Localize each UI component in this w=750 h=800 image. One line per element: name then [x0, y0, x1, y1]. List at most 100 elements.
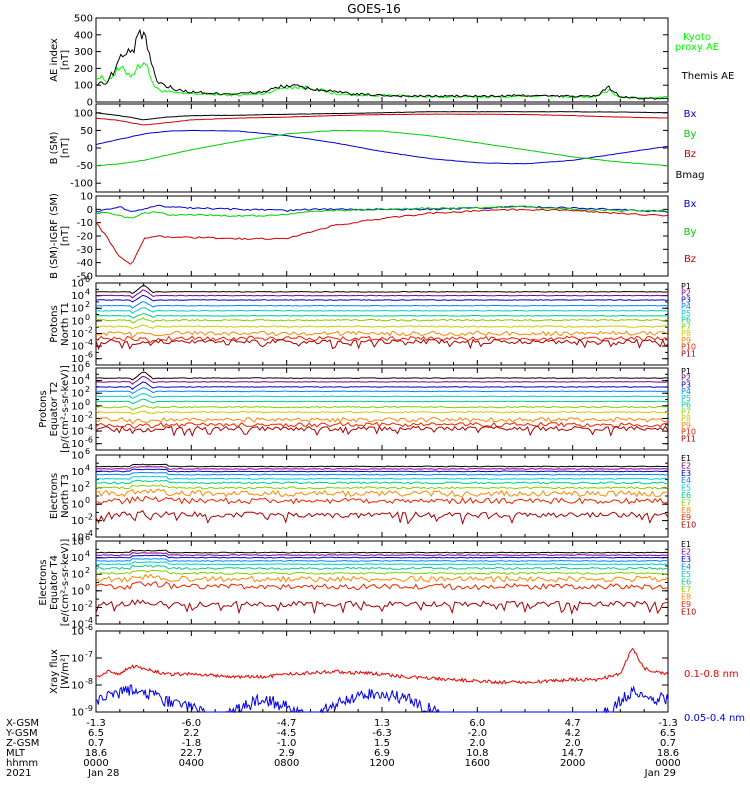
footer-value: 2.0 [565, 738, 581, 749]
y-tick-exponent: 4 [85, 288, 90, 297]
y-tick-label: 10 [71, 316, 84, 327]
y-tick-label: 100 [74, 81, 93, 92]
panel-4-frame [95, 367, 669, 451]
y-axis-label: Electrons [38, 559, 49, 605]
series-line-e9 [95, 495, 669, 505]
legend-xray-long: 0.1-0.8 nm [684, 669, 739, 680]
y-axis-label: North T3 [60, 474, 71, 518]
legend-p2: P2 [681, 289, 691, 298]
series-line-by [95, 205, 669, 219]
series-line-e5 [95, 475, 669, 480]
footer-value: 0400 [179, 758, 204, 769]
y-tick-exponent: 2 [85, 566, 90, 575]
legend-b-sm-by: By [684, 129, 697, 140]
y-tick-label: 10 [71, 500, 84, 511]
y-tick-label: 400 [74, 30, 93, 41]
footer-row-label: X-GSM [6, 718, 39, 729]
series-line-e9 [95, 581, 669, 591]
series-line-p11 [95, 425, 669, 437]
y-tick-label: 10 [71, 414, 84, 425]
y-axis-label: North T1 [60, 302, 71, 346]
y-tick-exponent: -8 [85, 677, 93, 686]
footer-value: -4.5 [277, 728, 297, 739]
y-tick-exponent: -4 [85, 529, 93, 538]
footer-row-label: Z-GSM [6, 738, 39, 749]
y-tick-label: 100 [74, 108, 93, 119]
y-tick-exponent: -2 [85, 599, 93, 608]
y-tick-exponent: 0 [85, 313, 90, 322]
footer-value: 2.2 [183, 728, 199, 739]
y-axis-label: [nT] [60, 138, 71, 158]
footer-value: 0000 [83, 758, 108, 769]
y-tick-label: 10 [71, 376, 84, 387]
y-tick-label: 10 [71, 516, 84, 527]
y-tick-label: 10 [71, 467, 84, 478]
legend-e7: E7 [681, 498, 691, 507]
y-axis-label: [W/m²] [60, 654, 71, 689]
series-line-bz [95, 113, 669, 126]
y-tick-exponent: -6 [85, 436, 93, 445]
y-tick-exponent: 6 [85, 533, 90, 542]
footer-row-label: Y-GSM [5, 728, 38, 739]
legend-p9: P9 [681, 336, 691, 345]
series-line-e1 [95, 463, 669, 468]
y-tick-label: 500 [74, 14, 93, 25]
y-axis-label: Equator T4 [49, 555, 60, 610]
y-tick-label: 10 [71, 451, 84, 462]
y-tick-label: 10 [71, 627, 84, 638]
legend-p1: P1 [681, 367, 691, 376]
y-tick-label: 10 [71, 537, 84, 548]
panel-7-frame [95, 630, 669, 713]
y-tick-label: 50 [80, 126, 93, 137]
footer-value: 6.5 [660, 728, 676, 739]
y-tick-exponent: -2 [85, 410, 93, 419]
legend-e2: E2 [681, 461, 691, 470]
footer-value: 2.0 [469, 738, 485, 749]
y-tick-label: 10 [71, 586, 84, 597]
legend-p7: P7 [681, 322, 691, 331]
legend-p2: P2 [681, 374, 691, 383]
footer-value: 1200 [369, 758, 394, 769]
y-axis-label: [p/(cm²-s-sr-keV)] [60, 365, 71, 453]
y-tick-label: 10 [71, 483, 84, 494]
y-tick-exponent: -9 [85, 704, 93, 713]
legend-xray-short: 0.05-0.4 nm [684, 713, 745, 724]
legend-p7: P7 [681, 407, 691, 416]
y-axis-label: Xray flux [49, 649, 60, 694]
series-line-bx [95, 204, 669, 213]
series-line-e3 [95, 554, 668, 559]
footer-value: -6.3 [372, 728, 392, 739]
series-line-p10 [95, 421, 669, 429]
y-tick-label: 10 [71, 603, 84, 614]
y-tick-label: 10 [71, 291, 84, 302]
series-line-e4 [95, 558, 669, 562]
legend-e10: E10 [681, 608, 696, 617]
footer-value: 2.9 [279, 748, 295, 759]
y-axis-label: Protons [49, 305, 60, 342]
y-tick-label: 10 [71, 401, 84, 412]
y-tick-exponent: 2 [85, 300, 90, 309]
y-axis-label: Equator T2 [49, 382, 60, 437]
series-line-e8 [95, 488, 669, 498]
footer-value: 4.2 [565, 728, 581, 739]
legend-e9: E9 [681, 600, 691, 609]
y-tick-exponent: -4 [85, 423, 93, 432]
series-line-e1 [95, 549, 669, 554]
legend-e5: E5 [681, 570, 691, 579]
series-line-p1 [95, 371, 669, 381]
legend-e3: E3 [681, 555, 691, 564]
series-line-p2 [95, 289, 669, 299]
legend-p4: P4 [681, 302, 691, 311]
legend-e8: E8 [681, 593, 691, 602]
y-tick-label: 200 [74, 64, 93, 75]
panel-1-frame [95, 103, 669, 193]
legend-e5: E5 [681, 484, 691, 493]
legend-p3: P3 [681, 380, 691, 389]
y-tick-label: -20 [77, 232, 93, 243]
y-tick-exponent: 2 [85, 480, 90, 489]
legend-e4: E4 [681, 476, 691, 485]
y-axis-label: Electrons [49, 473, 60, 519]
legend-p1: P1 [681, 282, 691, 291]
y-tick-exponent: -7 [85, 650, 93, 659]
figure-title: GOES-16 [347, 2, 401, 16]
